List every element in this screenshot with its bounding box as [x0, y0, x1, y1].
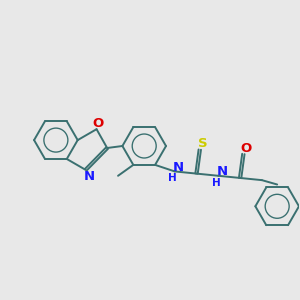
Text: S: S — [198, 137, 208, 150]
Text: N: N — [84, 170, 95, 183]
Text: H: H — [212, 178, 221, 188]
Text: N: N — [217, 165, 228, 178]
Text: O: O — [92, 117, 103, 130]
Text: H: H — [168, 173, 177, 183]
Text: O: O — [241, 142, 252, 154]
Text: N: N — [173, 161, 184, 174]
